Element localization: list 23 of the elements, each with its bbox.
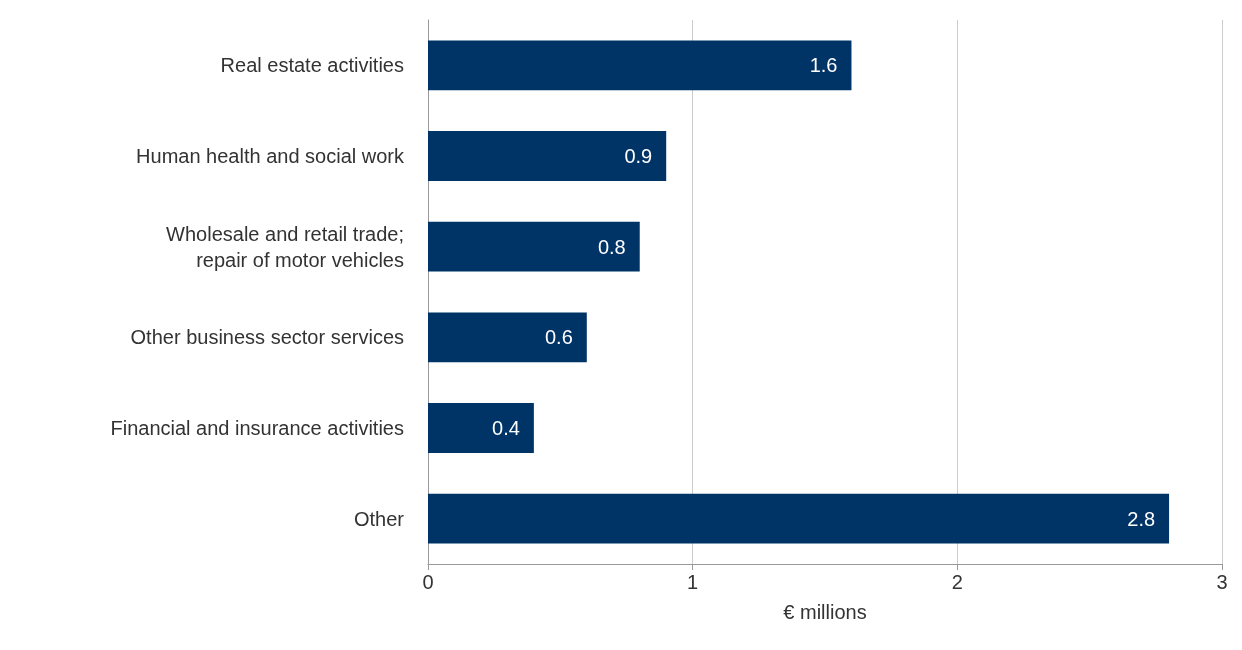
y-tick-label: Other <box>353 507 405 530</box>
data-label: 0.4 <box>492 417 520 439</box>
bar <box>428 131 667 181</box>
x-tick-label: 3 <box>1216 571 1228 593</box>
x-tick-label: 1 <box>687 571 699 593</box>
data-label: 2.8 <box>1127 507 1156 530</box>
y-tick-label: Financial and insurance activities <box>110 417 404 439</box>
x-tick-label: 2 <box>951 571 963 593</box>
data-label: 1.6 <box>809 54 838 77</box>
bar <box>428 312 587 363</box>
bar <box>428 221 640 272</box>
data-label: 0.9 <box>624 145 653 167</box>
y-tick-label: Other business sector services <box>130 326 404 349</box>
data-label: 0.6 <box>544 326 573 349</box>
y-tick-label: Real estate activities <box>220 54 404 77</box>
bar <box>428 40 852 91</box>
bar <box>428 493 1170 544</box>
bar <box>428 403 534 453</box>
data-label: 0.8 <box>597 235 626 258</box>
x-axis-title: € millions <box>783 601 867 623</box>
x-tick-label: 0 <box>422 571 434 593</box>
y-tick-label: Wholesale and retail trade; repair of motor vehicles <box>166 222 404 271</box>
y-tick-label: Human health and social work <box>136 145 405 167</box>
